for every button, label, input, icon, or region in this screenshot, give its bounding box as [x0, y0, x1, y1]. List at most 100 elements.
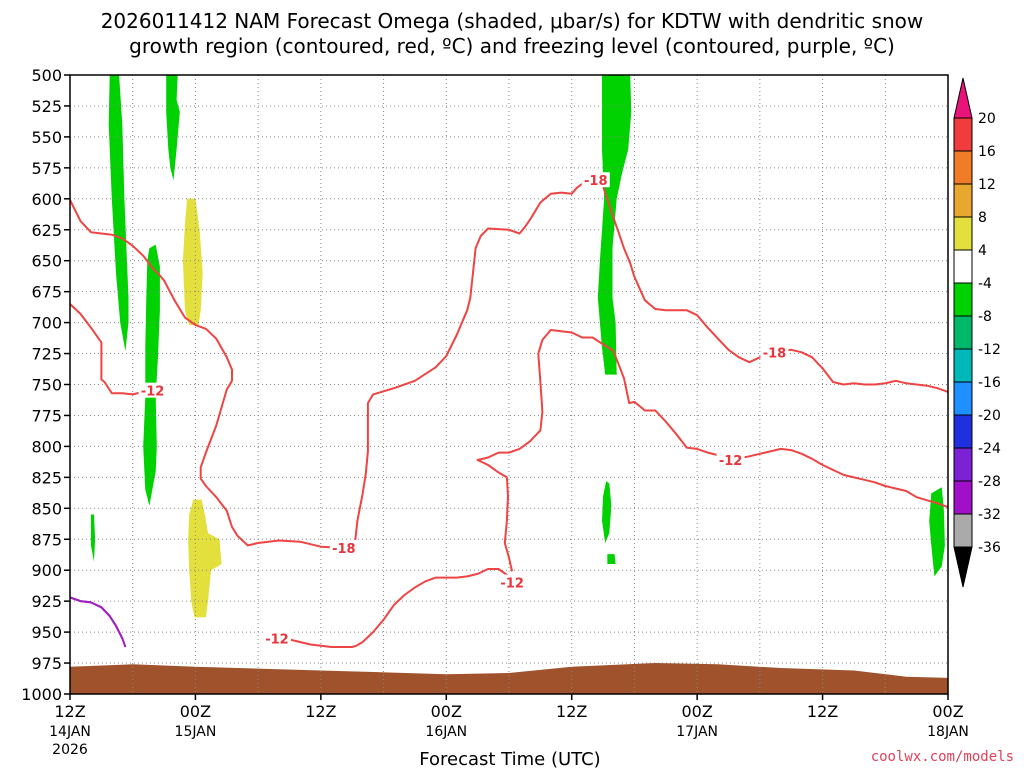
x-tick-date-label: 14JAN	[49, 724, 91, 740]
y-tick-label: 975	[31, 654, 62, 673]
x-tick-date-label: 16JAN	[425, 724, 467, 740]
omega-region-yellow-3	[182, 198, 203, 326]
y-tick-label: 800	[31, 437, 62, 456]
omega-region-green-6	[597, 75, 632, 375]
contour-label: -12	[141, 385, 165, 400]
y-tick-label: 775	[31, 406, 62, 425]
colorbar-box	[953, 513, 973, 548]
omega-region-green-0	[108, 75, 129, 352]
x-tick-time-label: 00Z	[180, 702, 211, 721]
y-tick-label: 950	[31, 623, 62, 642]
chart-title-line1: 2026011412 NAM Forecast Omega (shaded, μ…	[101, 9, 924, 33]
colorbar-label: -8	[978, 309, 992, 325]
dgz-contour-line	[276, 568, 513, 648]
x-tick-time-label: 12Z	[556, 702, 587, 721]
y-tick-label: 900	[31, 561, 62, 580]
colorbar-label: -20	[978, 408, 1001, 424]
omega-region-green-8	[607, 554, 616, 564]
colorbar-label: 16	[978, 144, 996, 160]
x-tick-time-label: 12Z	[54, 702, 85, 721]
colorbar-label: 4	[978, 243, 987, 259]
dgz-contour-line	[341, 181, 596, 553]
colorbar-label: -32	[978, 507, 1001, 523]
colorbar-box	[953, 348, 973, 383]
y-tick-label: 675	[31, 283, 62, 302]
contour-label: -12	[500, 577, 524, 592]
x-tick-time-label: 12Z	[305, 702, 336, 721]
omega-region-green-7	[602, 481, 612, 543]
contour-label-bg	[138, 382, 167, 398]
plot-area	[70, 75, 948, 694]
y-tick-label: 725	[31, 345, 62, 364]
omega-region-green-5	[90, 514, 96, 562]
y-tick-label: 925	[31, 592, 62, 611]
colorbar-box	[953, 117, 973, 152]
x-tick-year-label: 2026	[52, 742, 88, 758]
colorbar-box	[953, 183, 973, 218]
contour-lines: -12 -18 -12 -12 -18 -18 -12	[70, 172, 948, 648]
colorbar-bottom-triangle	[953, 546, 973, 588]
x-tick-time-label: 00Z	[681, 702, 712, 721]
freezing-level-contour	[70, 596, 127, 648]
colorbar-box	[953, 447, 973, 482]
colorbar-label: -4	[978, 276, 992, 292]
x-axis-label: Forecast Time (UTC)	[419, 749, 600, 768]
colorbar-box	[953, 381, 973, 416]
y-tick-label: 1000	[21, 685, 62, 704]
y-tick-label: 750	[31, 376, 62, 395]
contour-label: -18	[584, 174, 608, 189]
colorbar-label: -28	[978, 474, 1001, 490]
x-tick-date-label: 17JAN	[676, 724, 718, 740]
chart-title-line2: growth region (contoured, red, ºC) and f…	[129, 34, 895, 58]
colorbar-box	[953, 150, 973, 185]
dgz-contour-line	[595, 181, 775, 364]
colorbar-label: -24	[978, 441, 1001, 457]
dgz-contour-line	[70, 199, 342, 549]
colorbar-box	[953, 282, 973, 317]
ground-terrain	[70, 663, 948, 694]
y-tick-label: 600	[31, 190, 62, 209]
y-tick-label: 575	[31, 159, 62, 178]
contour-label-bg	[760, 344, 789, 360]
colorbar-label: -12	[978, 342, 1001, 358]
contour-label-bg	[329, 539, 358, 555]
y-tick-label: 700	[31, 314, 62, 333]
colorbar-box	[953, 480, 973, 515]
colorbar-box	[953, 414, 973, 449]
x-tick-time-label: 00Z	[431, 702, 462, 721]
dgz-contour-line	[70, 303, 153, 396]
y-axis-ticks: 500 525 550 575 600 625 650 675 700 725 750 775 800 8…	[21, 66, 70, 704]
y-tick-label: 525	[31, 97, 62, 116]
contour-label: -18	[332, 542, 356, 557]
x-tick-time-label: 00Z	[932, 702, 963, 721]
dgz-contour-line	[730, 447, 948, 509]
contour-label: -12	[719, 454, 743, 469]
x-tick-date-label: 15JAN	[175, 724, 217, 740]
omega-region-yellow-4	[188, 499, 222, 618]
colorbar-box	[953, 216, 973, 251]
colorbar-label: 20	[978, 111, 996, 127]
x-axis-ticks: 12Z 14JAN 2026 00Z 15JAN 12Z 00Z 16JAN 12Z 00Z 17J…	[49, 694, 969, 758]
contour-label-bg	[498, 574, 527, 590]
omega-region-green-2	[166, 75, 180, 181]
colorbar-label: 8	[978, 210, 987, 226]
contour-label: -18	[763, 346, 787, 361]
colorbar-box	[953, 315, 973, 350]
y-tick-label: 650	[31, 252, 62, 271]
y-tick-label: 825	[31, 468, 62, 487]
contour-label-bg	[262, 630, 291, 646]
omega-region-green-1	[143, 244, 160, 506]
contour-label-bg	[716, 452, 745, 468]
y-tick-label: 550	[31, 128, 62, 147]
y-tick-label: 875	[31, 530, 62, 549]
y-tick-label: 500	[31, 66, 62, 85]
y-tick-label: 625	[31, 221, 62, 240]
colorbar-label: -36	[978, 540, 1001, 556]
dgz-contour-line	[774, 348, 948, 393]
colorbar-box	[953, 249, 973, 284]
credit-text: coolwx.com/models	[871, 749, 1014, 765]
contour-label-bg	[581, 172, 610, 188]
x-tick-time-label: 12Z	[807, 702, 838, 721]
omega-region-green-9	[929, 487, 945, 577]
